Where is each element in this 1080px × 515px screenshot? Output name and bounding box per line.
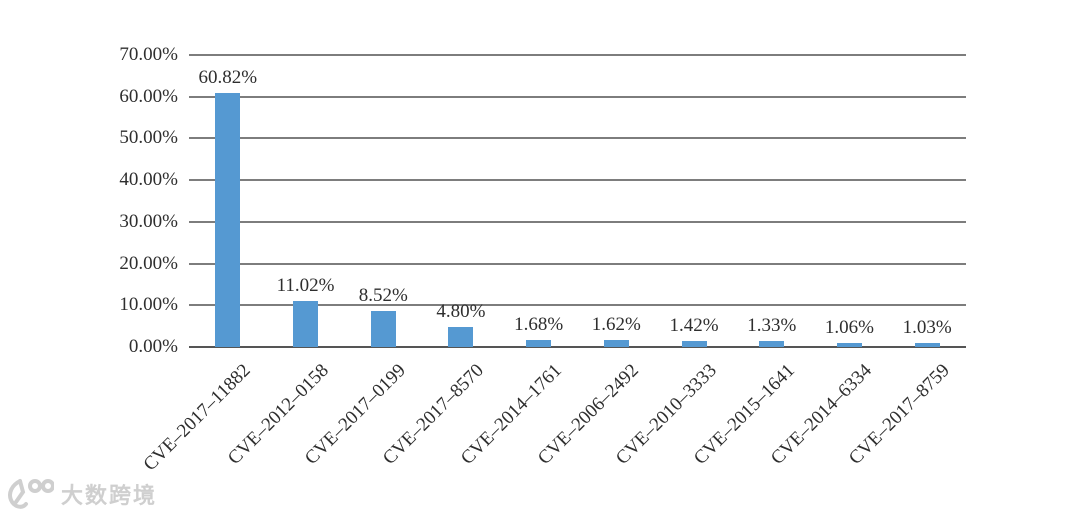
watermark-text: 大数跨境 [61, 483, 158, 508]
gridline [189, 220, 966, 223]
bar-value-label: 8.52% [358, 285, 408, 307]
gridline [189, 54, 966, 56]
bar-CVE–2006–2492 [603, 340, 629, 347]
gridline [189, 137, 966, 140]
bar-CVE–2015–1641 [759, 341, 785, 347]
bar-CVE–2012–0158 [293, 301, 319, 347]
bar-value-label: 1.03% [902, 316, 952, 338]
x-axis-line [189, 346, 966, 348]
watermark-100-logo-icon [8, 479, 54, 509]
watermark: 大数跨境 [6, 478, 157, 510]
bar-CVE–2010–3333 [681, 341, 707, 347]
gridline [189, 95, 966, 98]
y-axis-tick-label: 50.00% [119, 127, 178, 149]
bar-CVE–2017–8759 [914, 342, 940, 347]
y-axis-tick-label: 0.00% [128, 336, 178, 357]
bar-CVE–2014–6334 [836, 342, 862, 347]
gridline [189, 304, 966, 307]
bar-value-label: 1.06% [824, 316, 874, 338]
bar-CVE–2017–0199 [370, 311, 396, 347]
bar-value-label: 11.02% [276, 275, 335, 297]
y-axis-tick-label: 30.00% [119, 210, 178, 232]
bar-CVE–2017–8570 [448, 326, 474, 347]
y-axis-tick-label: 70.00% [119, 44, 178, 65]
bar-value-label: 60.82% [198, 67, 258, 89]
gridline [189, 262, 966, 265]
bar-CVE–2014–1761 [526, 339, 552, 347]
bar-value-label: 1.62% [591, 314, 641, 336]
gridline [189, 179, 966, 182]
bar-value-label: 1.42% [669, 315, 719, 337]
bar-value-label: 1.33% [747, 315, 797, 337]
bar-value-label: 4.80% [436, 300, 486, 322]
y-axis-tick-label: 20.00% [119, 252, 178, 274]
y-axis-tick-label: 10.00% [119, 294, 178, 316]
bar-CVE–2017–11882 [215, 93, 241, 347]
bar-value-label: 1.68% [514, 313, 564, 335]
y-axis-tick-label: 40.00% [119, 169, 178, 191]
y-axis-tick-label: 60.00% [119, 85, 178, 107]
